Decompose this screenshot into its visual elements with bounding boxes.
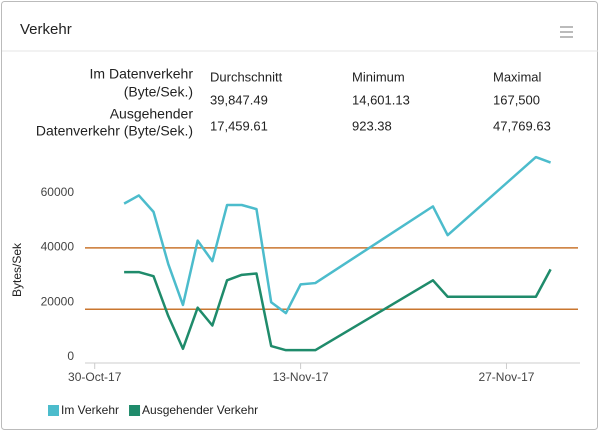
y-tick-label: 0 [67, 349, 74, 363]
axis: 0 20000 40000 60000 30-Oct-17 13-Nov-17 27-Nov… [41, 185, 535, 384]
x-tick-label: 27-Nov-17 [478, 370, 534, 384]
legend-item[interactable]: Ausgehender Verkehr [129, 403, 258, 417]
stat-row-label: (Byte/Sek.) [124, 84, 193, 100]
menu-bar [560, 31, 573, 33]
y-tick-label: 40000 [41, 240, 75, 254]
stat-row-label: Ausgehender [110, 106, 194, 122]
series-line [123, 155, 552, 315]
y-axis-label: Bytes/Sek [10, 242, 24, 297]
stat-value: 923.38 [352, 118, 392, 133]
menu-icon[interactable] [560, 26, 573, 38]
stat-column-header: Minimum [352, 69, 405, 84]
legend-label: Im Verkehr [61, 403, 119, 417]
x-tick-label: 13-Nov-17 [273, 370, 329, 384]
stat-value: 14,601.13 [352, 92, 410, 107]
legend-item[interactable]: Im Verkehr [48, 403, 119, 417]
y-tick-label: 20000 [41, 294, 75, 308]
stat-column-header: Maximal [493, 69, 542, 84]
legend-swatch [48, 405, 59, 416]
stat-column-header: Durchschnitt [210, 69, 283, 84]
stat-value: 17,459.61 [210, 118, 268, 133]
stat-value: 39,847.49 [210, 92, 268, 107]
stat-row-label: Im Datenverkehr [90, 66, 194, 82]
stat-value: 167,500 [493, 92, 540, 107]
menu-bar [560, 36, 573, 38]
widget-title: Verkehr [20, 21, 72, 38]
legend-swatch [129, 405, 141, 416]
series-line [124, 268, 552, 352]
stat-row-label: Datenverkehr (Byte/Sek.) [36, 123, 193, 139]
stat-value: 47,769.63 [493, 118, 551, 133]
menu-bar [560, 26, 573, 28]
legend-label: Ausgehender Verkehr [142, 403, 258, 417]
x-tick-label: 30-Oct-17 [68, 370, 122, 384]
y-tick-label: 60000 [41, 185, 75, 199]
